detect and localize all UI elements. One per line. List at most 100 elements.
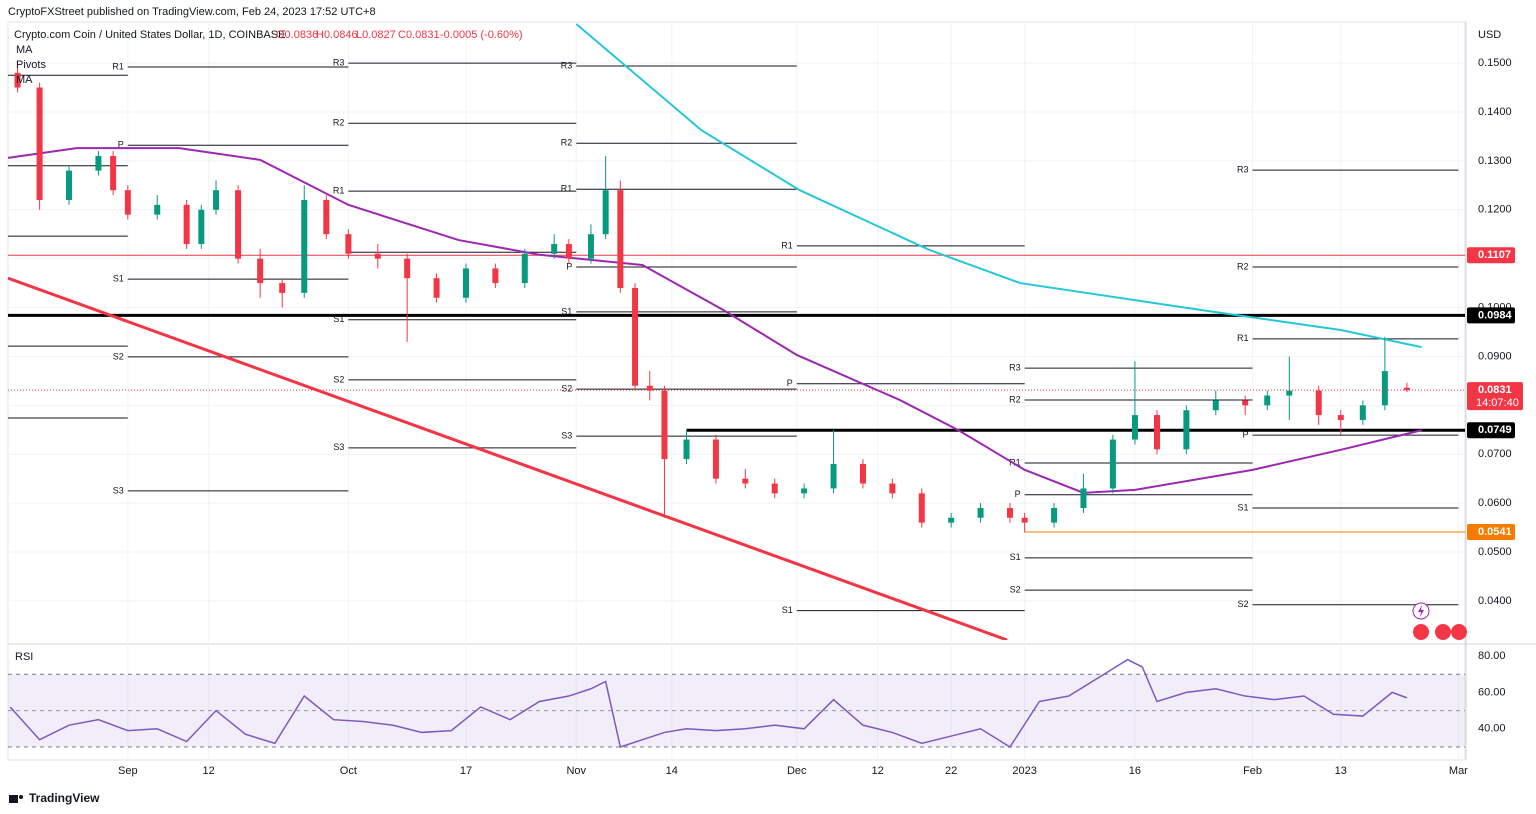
x-tick-label: Sep [118,765,138,777]
pivot-label: R3 [1009,363,1021,373]
level-tag [1467,307,1515,324]
candle-body [36,87,43,200]
moving-average [575,23,1422,349]
candle-body [14,72,21,88]
candle-body [66,170,73,200]
pivot-label: R3 [561,60,573,70]
candle-body [110,155,117,191]
candle-body [771,483,778,494]
last-price-tag [1467,382,1523,411]
pivot-label: P [566,261,572,271]
x-tick-label: 2023 [1012,765,1036,777]
level-tag [1467,422,1515,439]
ohlc-value: L0.0827 [356,29,396,41]
pivot-label: S1 [113,274,124,284]
candle-body [801,488,808,494]
candle-body [154,204,161,215]
unit-label: USD [1478,29,1501,41]
published-line: CryptoFXStreet published on TradingView.… [8,6,376,18]
candle-body [565,243,572,259]
candle-body [235,190,242,259]
rsi-tick-label: 80.00 [1478,650,1506,662]
pivot-label: S1 [1010,552,1021,562]
candle-body [462,268,469,298]
level-tag-label: 0.0541 [1478,526,1512,538]
candle-body [279,283,286,293]
candle-body [1006,507,1013,518]
candle-body [1337,415,1344,420]
candle-body [646,385,653,391]
pivot-label: R2 [333,118,345,128]
candle-body [859,463,866,484]
rsi-tick-label: 60.00 [1478,686,1506,698]
candle-body [889,483,896,494]
plot-frame [7,21,1466,761]
pivot-label: S1 [333,314,344,324]
candle-body [521,253,528,284]
indicator-label: MA [16,74,33,86]
candle-body [301,199,308,293]
pivot-label: R3 [1237,165,1249,175]
y-tick-label: 0.1200 [1478,204,1512,216]
candle-body [712,439,719,479]
candle-body [1021,517,1028,523]
x-tick-label: 17 [460,765,472,777]
candle-body [1381,371,1388,406]
chart-title: Crypto.com Coin / United States Dollar, … [14,29,285,41]
candle-body [374,253,381,259]
pivot-label: R1 [781,240,793,250]
x-tick-label: 12 [872,765,884,777]
candle-body [1212,400,1219,411]
x-tick-label: Mar [1449,765,1468,777]
candle-body [404,258,411,279]
y-tick-label: 0.0500 [1478,546,1512,558]
pivot-label: R1 [1237,333,1249,343]
candle-body [323,199,330,235]
rsi-line [9,658,1408,749]
rsi-tick-label: 40.00 [1478,723,1506,735]
candle-body [1109,439,1116,489]
candle-body [587,234,594,259]
pivot-label: S1 [561,306,572,316]
pivot-label: S3 [113,485,124,495]
y-tick-label: 0.1500 [1478,57,1512,69]
candle-body [1286,390,1293,396]
y-tick-label: 0.0900 [1478,350,1512,362]
pivot-label: S1 [782,605,793,615]
pivot-label: P [1243,430,1249,440]
pivot-label: S2 [561,384,572,394]
candle-body [1153,415,1160,450]
candle-body [632,287,639,386]
candle-body [345,234,352,254]
x-tick-label: Nov [566,765,586,777]
indicator-label: MA [16,44,33,56]
pivot-label: S2 [1010,585,1021,595]
x-tick-label: 22 [945,765,957,777]
candle-body [683,439,690,460]
pivot-label: S2 [113,351,124,361]
pivot-label: R1 [333,186,345,196]
pivot-label: R3 [333,57,345,67]
x-tick-label: Dec [787,765,807,777]
y-tick-label: 0.0700 [1478,448,1512,460]
candle-body [257,258,264,284]
candle-body [948,517,955,523]
candle-body [1403,387,1410,391]
candle-body [433,278,440,298]
candle-body [198,209,205,244]
trendline [8,276,1008,640]
candle-body [1315,390,1322,416]
ohlc-value: O0.0836 [276,29,318,41]
pivot-label: S2 [1238,599,1249,609]
pivot-label: R1 [1009,457,1021,467]
candle-body [918,493,925,523]
y-tick-label: 0.1400 [1478,106,1512,118]
pivot-label: P [787,378,793,388]
candle-body [183,204,190,244]
candle-body [602,190,609,235]
pivot-label: S3 [333,442,344,452]
candle-body [661,390,668,460]
candle-body [977,507,984,518]
level-tag-label: 0.0749 [1478,424,1512,436]
x-tick-label: 12 [203,765,215,777]
